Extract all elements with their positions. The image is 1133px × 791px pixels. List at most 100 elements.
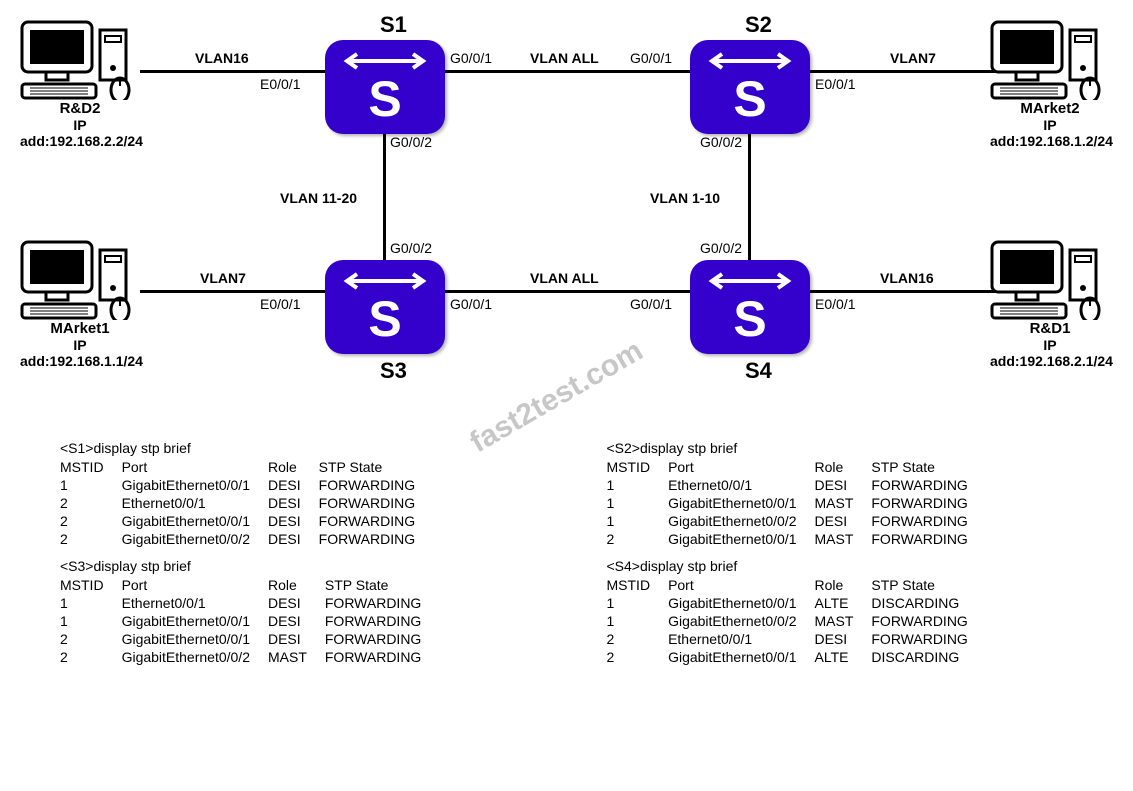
table-cell: 1 <box>607 476 669 494</box>
table-row: 2GigabitEthernet0/0/1DESIFORWARDING <box>60 512 433 530</box>
port-label: G0/0/1 <box>630 296 672 312</box>
port-label: G0/0/1 <box>450 50 492 66</box>
table-cell: GigabitEthernet0/0/1 <box>668 530 814 548</box>
table-cell: GigabitEthernet0/0/2 <box>122 530 268 548</box>
link-s1-s3 <box>383 134 386 260</box>
table-cell: 1 <box>60 594 122 612</box>
table-row: 1GigabitEthernet0/0/2DESIFORWARDING <box>607 512 986 530</box>
port-label: E0/0/1 <box>260 76 300 92</box>
table-cell: GigabitEthernet0/0/2 <box>668 512 814 530</box>
table-cell: FORWARDING <box>319 494 433 512</box>
pc-rd1: R&D1 IP add:192.168.2.1/24 <box>990 240 1110 369</box>
switch-label-s2: S2 <box>745 12 772 38</box>
table-cell: Ethernet0/0/1 <box>122 494 268 512</box>
table-cell: MAST <box>814 612 871 630</box>
switch-letter: S <box>733 290 766 348</box>
stp-block-s2: <S2>display stp brief MSTIDPortRoleSTP S… <box>567 440 1074 548</box>
pc-market2: MArket2 IP add:192.168.1.2/24 <box>990 20 1110 149</box>
table-cell: FORWARDING <box>325 648 439 666</box>
computer-icon <box>990 20 1110 100</box>
table-cell: DESI <box>814 630 871 648</box>
table-cell: 2 <box>60 494 122 512</box>
table-cell: FORWARDING <box>319 530 433 548</box>
table-cell: DESI <box>268 594 325 612</box>
table-cell: FORWARDING <box>325 594 439 612</box>
table-cell: 2 <box>60 630 122 648</box>
table-row: 1Ethernet0/0/1DESIFORWARDING <box>60 594 439 612</box>
pc-ip: IP add:192.168.2.2/24 <box>20 117 140 149</box>
table-header: Role <box>814 458 871 476</box>
table-cell: 2 <box>607 530 669 548</box>
switch-s3: S <box>325 260 445 354</box>
table-header: MSTID <box>607 576 669 594</box>
table-header: MSTID <box>60 458 122 476</box>
stp-tables-area: <S1>display stp brief MSTIDPortRoleSTP S… <box>0 440 1133 676</box>
port-label: E0/0/1 <box>815 296 855 312</box>
pc-name: MArket1 <box>20 320 140 337</box>
computer-icon <box>20 20 140 100</box>
table-cell: 1 <box>607 512 669 530</box>
table-cell: ALTE <box>814 648 871 666</box>
pc-ip: IP add:192.168.1.1/24 <box>20 337 140 369</box>
vlan-label: VLAN7 <box>200 270 246 286</box>
table-cell: 2 <box>60 512 122 530</box>
switch-arrow-icon <box>343 272 427 290</box>
table-cell: ALTE <box>814 594 871 612</box>
table-cell: FORWARDING <box>871 494 985 512</box>
table-cell: DESI <box>268 494 319 512</box>
table-cell: DESI <box>268 612 325 630</box>
switch-arrow-icon <box>708 52 792 70</box>
table-cell: 1 <box>607 594 669 612</box>
pc-name: R&D2 <box>20 100 140 117</box>
table-row: 1GigabitEthernet0/0/1DESIFORWARDING <box>60 612 439 630</box>
switch-label-s1: S1 <box>380 12 407 38</box>
table-cell: 2 <box>607 648 669 666</box>
vlan-label: VLAN7 <box>890 50 936 66</box>
port-label: G0/0/2 <box>700 134 742 150</box>
pc-market1: MArket1 IP add:192.168.1.1/24 <box>20 240 140 369</box>
table-cell: FORWARDING <box>319 512 433 530</box>
table-cell: GigabitEthernet0/0/1 <box>122 476 268 494</box>
table-cell: 2 <box>60 530 122 548</box>
table-row: 2Ethernet0/0/1DESIFORWARDING <box>60 494 433 512</box>
table-header: Role <box>814 576 871 594</box>
stp-block-s1: <S1>display stp brief MSTIDPortRoleSTP S… <box>60 440 567 548</box>
stp-block-s3: <S3>display stp brief MSTIDPortRoleSTP S… <box>60 558 567 666</box>
stp-table-s4: MSTIDPortRoleSTP State1GigabitEthernet0/… <box>607 576 986 666</box>
table-header: STP State <box>319 458 433 476</box>
stp-table-s3: MSTIDPortRoleSTP State1Ethernet0/0/1DESI… <box>60 576 439 666</box>
switch-s4: S <box>690 260 810 354</box>
table-cell: GigabitEthernet0/0/1 <box>122 630 268 648</box>
table-row: 2GigabitEthernet0/0/1ALTEDISCARDING <box>607 648 986 666</box>
network-diagram: VLAN16 E0/0/1 VLAN ALL G0/0/1 G0/0/1 VLA… <box>0 0 1133 440</box>
table-cell: GigabitEthernet0/0/1 <box>122 512 268 530</box>
port-label: G0/0/2 <box>390 134 432 150</box>
port-label: G0/0/2 <box>390 240 432 256</box>
table-cell: DESI <box>268 512 319 530</box>
table-cell: MAST <box>814 530 871 548</box>
table-cell: DESI <box>268 476 319 494</box>
vlan-label: VLAN16 <box>195 50 249 66</box>
table-cell: GigabitEthernet0/0/1 <box>668 594 814 612</box>
stp-title: <S4>display stp brief <box>607 558 1074 574</box>
link-s2-mk2 <box>810 70 995 73</box>
table-cell: DESI <box>814 476 871 494</box>
switch-arrow-icon <box>343 52 427 70</box>
pc-name: R&D1 <box>990 320 1110 337</box>
table-cell: MAST <box>814 494 871 512</box>
computer-icon <box>990 240 1110 320</box>
link-s1-s2 <box>445 70 690 73</box>
table-cell: FORWARDING <box>871 530 985 548</box>
pc-ip: IP add:192.168.2.1/24 <box>990 337 1110 369</box>
table-row: 1GigabitEthernet0/0/1DESIFORWARDING <box>60 476 433 494</box>
link-s4-rd1 <box>810 290 995 293</box>
table-row: 1GigabitEthernet0/0/2MASTFORWARDING <box>607 612 986 630</box>
table-header: Port <box>122 576 268 594</box>
table-header: STP State <box>325 576 439 594</box>
table-cell: GigabitEthernet0/0/2 <box>122 648 268 666</box>
stp-title: <S3>display stp brief <box>60 558 567 574</box>
port-label: E0/0/1 <box>815 76 855 92</box>
table-row: 2GigabitEthernet0/0/1MASTFORWARDING <box>607 530 986 548</box>
switch-label-s3: S3 <box>380 358 407 384</box>
vlan-label: VLAN ALL <box>530 50 599 66</box>
